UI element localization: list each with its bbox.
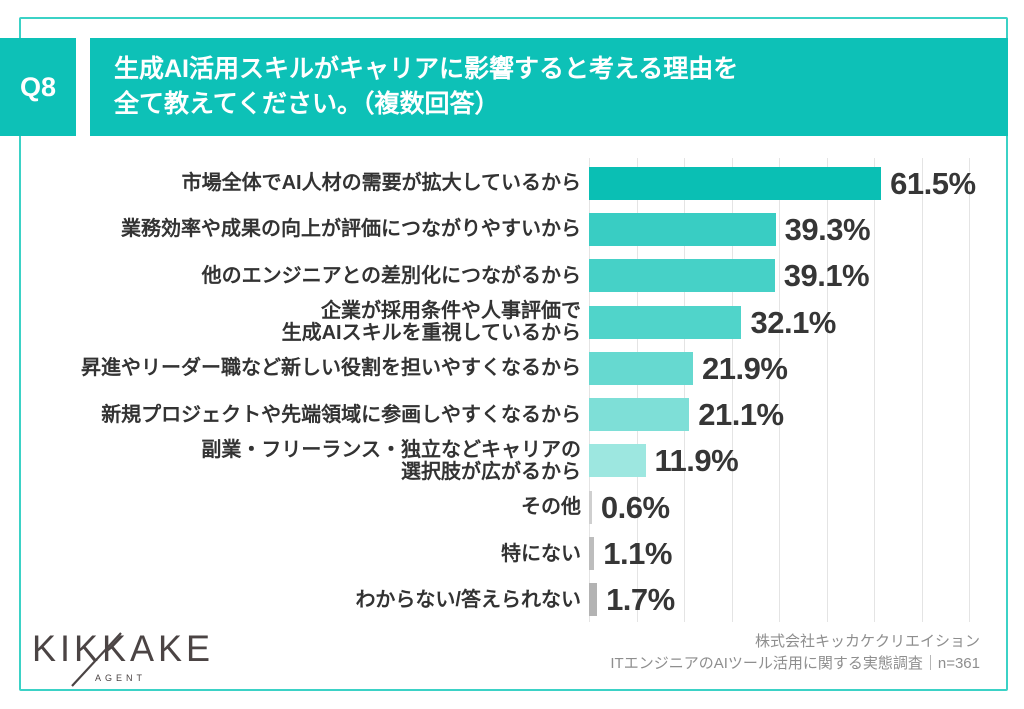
bar	[589, 259, 775, 293]
value-label: 39.1%	[783, 258, 870, 294]
gridline	[874, 158, 875, 622]
value-label: 32.1%	[750, 304, 836, 340]
value-label: 1.1%	[603, 536, 672, 572]
gridline	[636, 158, 638, 622]
chart-row: 昇進やリーダー職など新しい役割を担いやすくなるから 21.9%	[21, 345, 1007, 391]
gridline	[921, 158, 923, 622]
chart-row: 業務効率や成果の向上が評価につながりやすいから 39.3%	[21, 206, 1007, 252]
bar-area: 39.1%	[589, 258, 1007, 294]
gridline	[589, 158, 590, 622]
bar-area: 0.6%	[589, 489, 1007, 525]
category-label: 企業が採用条件や人事評価で 生成AIスキルを重視しているから	[281, 300, 581, 345]
source-company: 株式会社キッカケクリエイション	[754, 633, 980, 650]
value-label: 21.9%	[702, 350, 788, 386]
value-label: 11.9%	[654, 443, 739, 479]
bar	[589, 444, 646, 478]
bar-chart: 市場全体でAI人材の需要が拡大しているから 61.5% 業務効率や成果の向上が評価に…	[21, 160, 1007, 623]
bar	[589, 166, 882, 200]
kikkake-agent-logo: KIKKAKE AGENT	[32, 627, 222, 689]
bar	[589, 490, 592, 524]
category-label: 特にない	[501, 542, 581, 565]
gridline	[684, 158, 685, 622]
source-survey-name: ITエンジニアのAIツール活用に関する実態調査｜n=361	[610, 655, 980, 672]
category-label: 昇進やリーダー職など新しい役割を担いやすくなるから	[81, 357, 581, 380]
bar-area: 11.9%	[589, 443, 1007, 479]
category-label: 副業・フリーランス・独立などキャリアの 選択肢が広がるから	[201, 438, 581, 483]
question-title-line1: 生成AI活用スキルがキャリアに影響すると考える理由を	[114, 55, 739, 83]
question-title-banner: 生成AI活用スキルがキャリアに影響すると考える理由を 全て教えてください。（複数…	[90, 38, 1008, 136]
chart-row: 副業・フリーランス・独立などキャリアの 選択肢が広がるから 11.9%	[21, 438, 1007, 484]
value-label: 0.6%	[600, 489, 670, 525]
category-label: 他のエンジニアとの差別化につながるから	[201, 264, 581, 287]
value-label: 21.1%	[698, 397, 784, 433]
gridline	[969, 158, 970, 622]
category-label: 新規プロジェクトや先端領域に参画しやすくなるから	[101, 403, 581, 426]
chart-row: 新規プロジェクトや先端領域に参画しやすくなるから 21.1%	[21, 391, 1007, 437]
bar-area: 61.5%	[589, 165, 1007, 201]
category-label: その他	[521, 496, 581, 519]
chart-row: 特にない 1.1%	[21, 530, 1007, 576]
bar-area: 32.1%	[589, 304, 1007, 340]
gridline	[779, 158, 780, 622]
question-title-line2: 全て教えてください。（複数回答）	[114, 90, 500, 118]
chart-gridlines	[589, 158, 1007, 622]
value-label: 39.3%	[784, 211, 871, 247]
value-label: 1.7%	[606, 582, 675, 618]
bar-area: 21.1%	[589, 397, 1007, 433]
bar-area: 21.9%	[589, 350, 1007, 386]
question-number: Q8	[19, 71, 57, 102]
chart-row: わからない/答えられない 1.7%	[21, 577, 1007, 623]
source-attribution: 株式会社キッカケクリエイション ITエンジニアのAIツール活用に関する実態調査｜…	[610, 631, 980, 675]
bar	[589, 583, 598, 617]
logo-subtext: AGENT	[95, 673, 147, 683]
bar-area: 1.1%	[589, 536, 1007, 572]
bar	[589, 537, 595, 571]
survey-card-border	[19, 17, 1008, 691]
bar	[589, 305, 742, 339]
chart-row: 他のエンジニアとの差別化につながるから 39.1%	[21, 253, 1007, 299]
category-label: 市場全体でAI人材の需要が拡大しているから	[181, 172, 581, 195]
bar-area: 1.7%	[589, 582, 1007, 618]
bar	[589, 212, 776, 246]
chart-row: その他 0.6%	[21, 484, 1007, 530]
value-label: 61.5%	[890, 165, 976, 201]
gridline	[826, 158, 828, 622]
bar-area: 39.3%	[589, 211, 1007, 247]
logo-text: KIKKAKE	[32, 627, 215, 670]
category-label: わからない/答えられない	[355, 588, 581, 611]
category-label: 業務効率や成果の向上が評価につながりやすいから	[121, 218, 581, 241]
question-number-badge: Q8	[0, 38, 76, 136]
gridline	[731, 158, 733, 622]
chart-row: 市場全体でAI人材の需要が拡大しているから 61.5%	[21, 160, 1007, 206]
bar	[589, 351, 694, 385]
bar	[589, 398, 690, 432]
chart-row: 企業が採用条件や人事評価で 生成AIスキルを重視しているから 32.1%	[21, 299, 1007, 345]
